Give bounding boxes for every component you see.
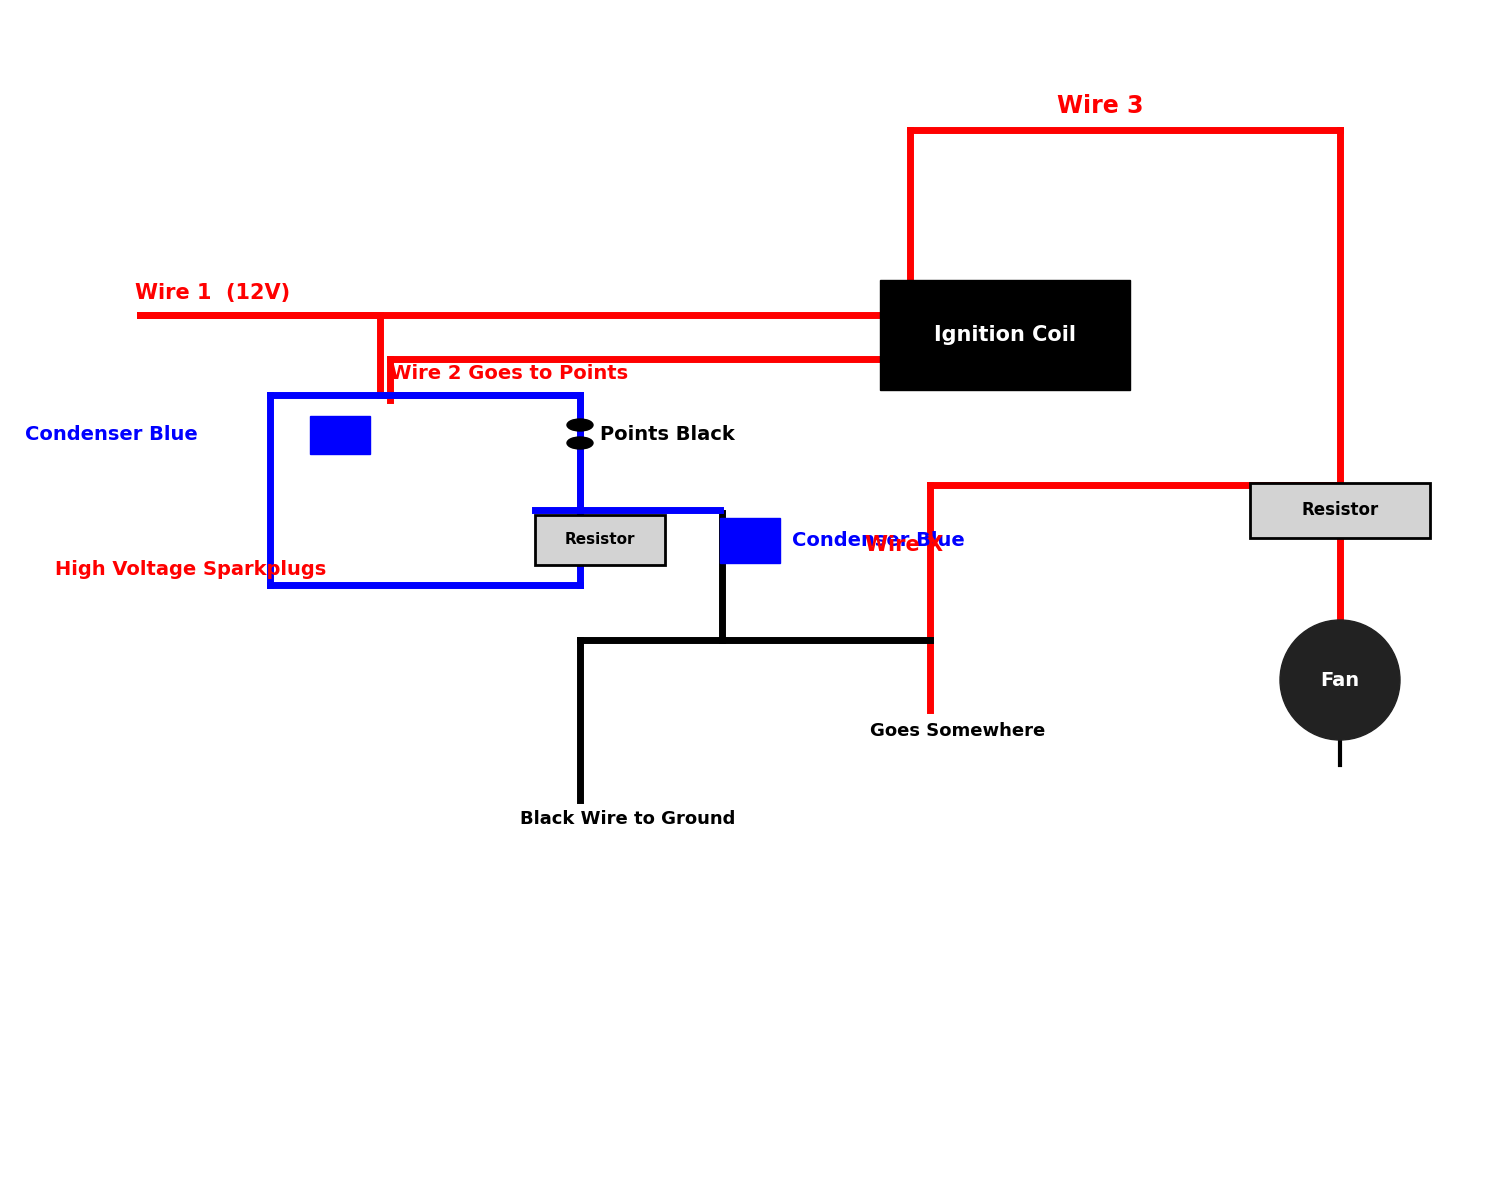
Text: Resistor: Resistor	[564, 533, 636, 547]
FancyBboxPatch shape	[880, 280, 1130, 390]
Text: High Voltage Sparkplugs: High Voltage Sparkplugs	[56, 560, 327, 578]
Circle shape	[1280, 620, 1400, 740]
FancyBboxPatch shape	[1250, 482, 1430, 538]
FancyBboxPatch shape	[720, 517, 780, 563]
Text: Black Wire to Ground: Black Wire to Ground	[520, 810, 735, 828]
Text: Fan: Fan	[1320, 671, 1359, 690]
Text: Points Black: Points Black	[600, 425, 735, 444]
Text: Resistor: Resistor	[1302, 502, 1378, 518]
Text: Goes Somewhere: Goes Somewhere	[870, 722, 1046, 740]
Text: Wire 1  (12V): Wire 1 (12V)	[135, 283, 290, 304]
Text: Condenser Blue: Condenser Blue	[26, 426, 198, 444]
Text: Wire 2 Goes to Points: Wire 2 Goes to Points	[390, 365, 628, 383]
Text: Ignition Coil: Ignition Coil	[934, 325, 1076, 346]
Ellipse shape	[567, 419, 592, 431]
FancyBboxPatch shape	[536, 515, 664, 565]
Text: Wire X: Wire X	[865, 535, 944, 554]
FancyBboxPatch shape	[310, 416, 370, 454]
Text: Wire 3: Wire 3	[1056, 94, 1143, 118]
Ellipse shape	[567, 437, 592, 449]
Text: Condenser Blue: Condenser Blue	[792, 530, 964, 550]
